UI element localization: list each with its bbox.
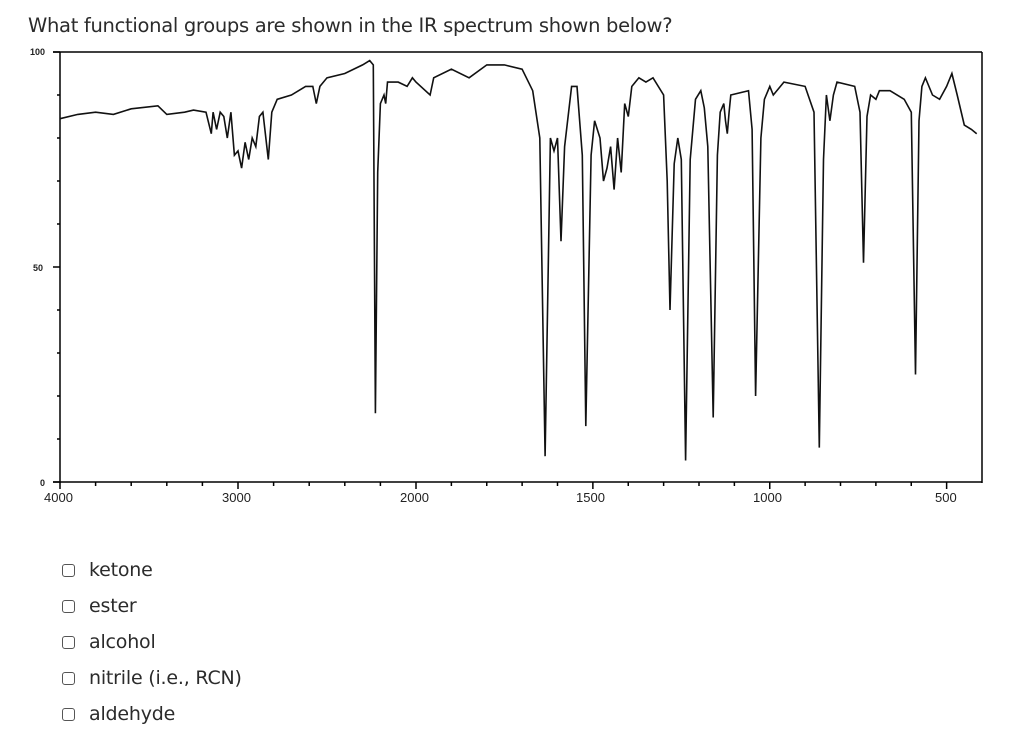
- x-tick-2000: 2000: [400, 490, 429, 505]
- x-axis: [53, 481, 982, 489]
- checkbox-icon[interactable]: [62, 563, 75, 577]
- x-tick-4000: 4000: [44, 490, 73, 505]
- y-tick-0: 0: [40, 478, 45, 488]
- option-nitrile[interactable]: nitrile (i.e., RCN): [62, 660, 242, 696]
- answer-options: ketone ester alcohol nitrile (i.e., RCN)…: [62, 552, 242, 732]
- option-label: ketone: [89, 559, 153, 581]
- x-tick-1000: 1000: [753, 490, 782, 505]
- option-alcohol[interactable]: alcohol: [62, 624, 242, 660]
- option-ester[interactable]: ester: [62, 588, 242, 624]
- checkbox-icon[interactable]: [62, 635, 75, 649]
- checkbox-icon[interactable]: [62, 599, 75, 613]
- x-tick-500: 500: [935, 490, 957, 505]
- spectrum-line: [59, 59, 978, 461]
- option-label: ester: [89, 595, 137, 617]
- x-tick-1500: 1500: [576, 490, 605, 505]
- option-aldehyde[interactable]: aldehyde: [62, 696, 242, 732]
- checkbox-icon[interactable]: [62, 707, 75, 721]
- x-tick-3000: 3000: [222, 490, 251, 505]
- y-tick-100: 100: [30, 47, 45, 57]
- option-label: nitrile (i.e., RCN): [89, 667, 242, 689]
- y-tick-50: 50: [33, 263, 43, 273]
- ir-spectrum-chart: 100 50 0 4000 3000 2000 1500 1000 500: [30, 47, 983, 505]
- option-ketone[interactable]: ketone: [62, 552, 242, 588]
- question-text: What functional groups are shown in the …: [28, 14, 673, 37]
- option-label: aldehyde: [89, 703, 176, 725]
- option-label: alcohol: [89, 631, 156, 653]
- y-axis: [53, 51, 983, 483]
- checkbox-icon[interactable]: [62, 671, 75, 685]
